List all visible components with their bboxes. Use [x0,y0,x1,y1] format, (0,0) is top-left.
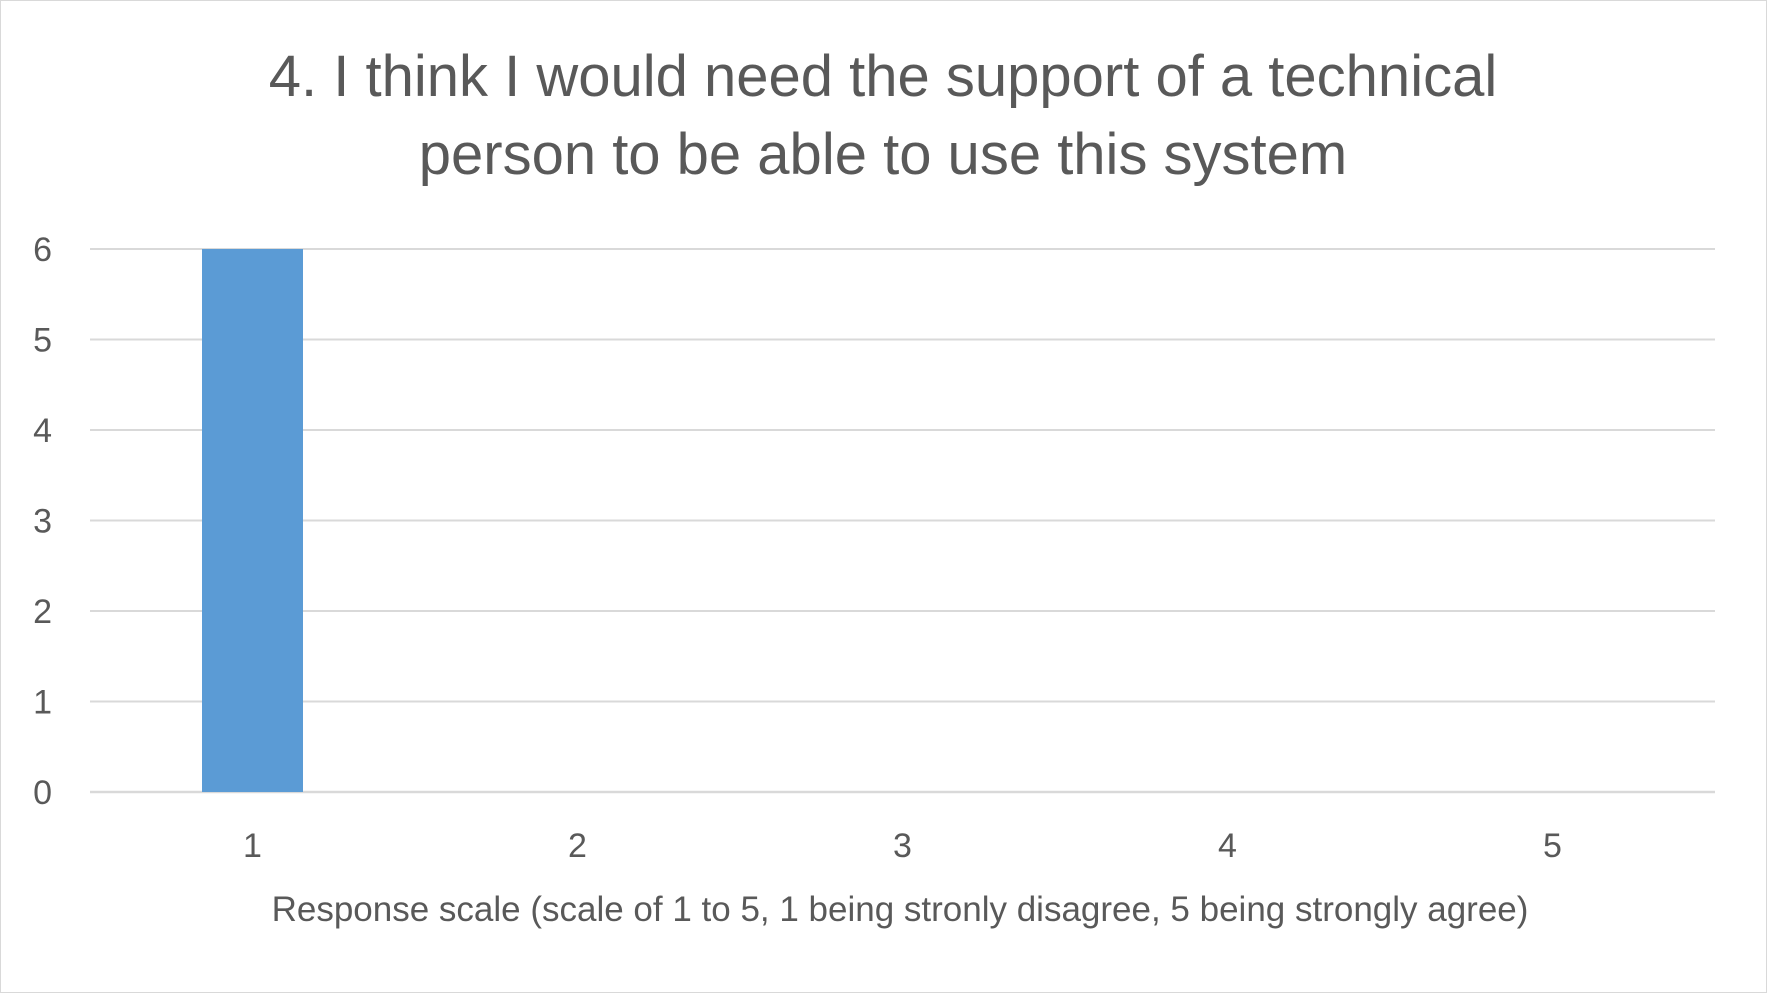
x-axis-tick-labels: 1 2 3 4 5 [243,827,1562,865]
bar-1 [202,249,303,792]
x-tick-label-1: 1 [243,827,262,865]
gridlines [90,248,1715,794]
chart-title-line-1: 4. I think I would need the support of a… [268,44,1498,109]
y-tick-label-4: 4 [33,412,52,450]
y-tick-label-6: 6 [33,231,52,269]
chart-title-line-2: person to be able to use this system [418,122,1348,187]
x-tick-label-5: 5 [1543,827,1562,865]
y-tick-label-3: 3 [33,503,52,541]
y-tick-label-0: 0 [33,774,52,812]
bars [202,249,303,792]
y-axis-tick-labels: 0 1 2 3 4 5 6 [33,231,52,812]
chart-title: 4. I think I would need the support of a… [183,38,1583,194]
x-tick-label-3: 3 [893,827,912,865]
x-axis-title: Response scale (scale of 1 to 5, 1 being… [272,890,1529,929]
y-tick-label-2: 2 [33,593,52,631]
x-tick-label-4: 4 [1218,827,1237,865]
y-tick-label-1: 1 [33,684,52,722]
y-tick-label-5: 5 [33,322,52,360]
x-tick-label-2: 2 [568,827,587,865]
